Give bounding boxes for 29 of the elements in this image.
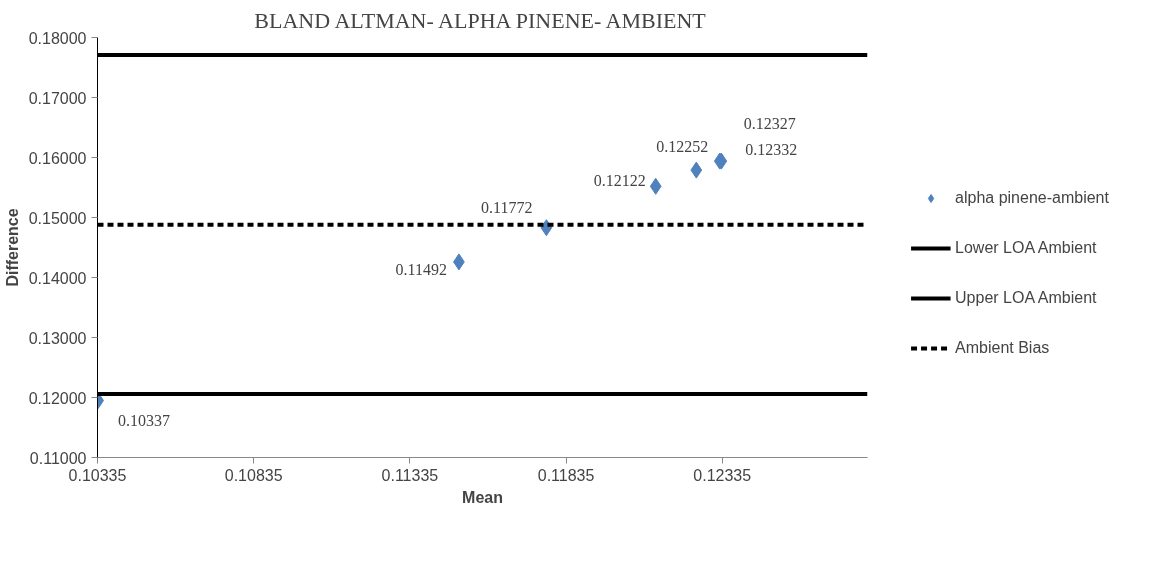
legend-label: Ambient Bias — [955, 339, 1050, 357]
y-tick-label: 0.14000 — [28, 269, 87, 287]
y-tick-label: 0.11000 — [29, 449, 87, 467]
y-tick-label: 0.18000 — [28, 29, 87, 47]
chart-title: BLAND ALTMAN- ALPHA PINENE- AMBIENT — [254, 7, 707, 33]
x-tick-label: 0.10835 — [224, 466, 283, 484]
y-axis-title: Difference — [3, 208, 21, 287]
x-tick-label: 0.11835 — [537, 466, 595, 484]
annotation: 0.12327 — [743, 114, 796, 132]
y-tick-label: 0.16000 — [28, 149, 87, 167]
x-axis-title: Mean — [462, 488, 503, 506]
y-tick-label: 0.17000 — [28, 89, 87, 107]
annotation: 0.12252 — [656, 137, 709, 155]
legend-label: alpha pinene-ambient — [955, 189, 1109, 207]
point — [649, 177, 662, 195]
annotation: 0.12332 — [745, 140, 798, 158]
annotation: 0.10337 — [118, 412, 171, 429]
y-tick-label: 0.12000 — [28, 389, 87, 407]
x-tick-label: 0.11335 — [381, 466, 439, 484]
point — [690, 161, 703, 179]
y-tick-label: 0.13000 — [28, 329, 87, 347]
annotation: 0.11772 — [480, 199, 533, 217]
y-tick-label: 0.15000 — [28, 209, 87, 227]
legend-label: Upper LOA Ambient — [955, 289, 1097, 307]
annotation: 0.11492 — [395, 261, 447, 279]
annotation: 0.12122 — [593, 171, 646, 189]
legend-label: Lower LOA Ambient — [955, 239, 1097, 257]
x-tick-label: 0.10335 — [68, 466, 127, 484]
x-tick-label: 0.12335 — [693, 466, 752, 484]
